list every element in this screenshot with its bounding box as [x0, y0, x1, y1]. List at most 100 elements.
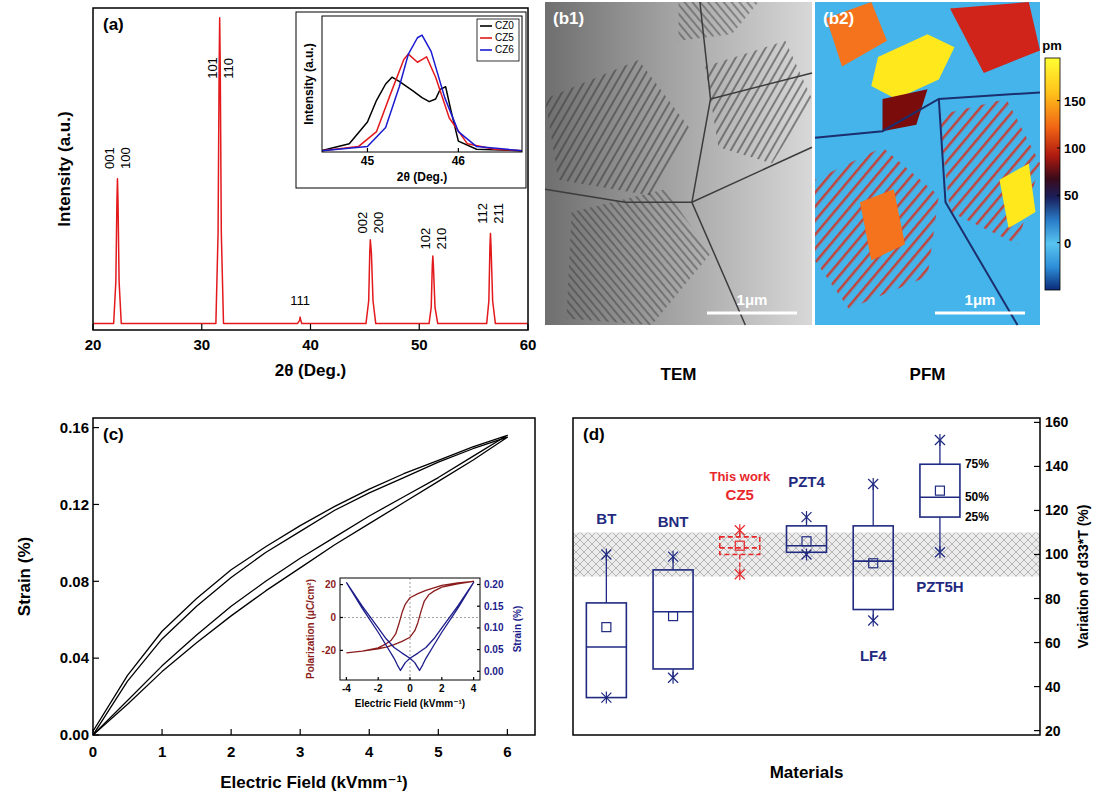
- y-tick: [340, 617, 343, 618]
- grain-boundary: [545, 147, 812, 202]
- panel-label: (a): [103, 15, 124, 34]
- colorbar-tick: [1057, 242, 1060, 243]
- x-tick-label: -2: [374, 683, 383, 694]
- whisker-end: [668, 672, 678, 684]
- marker-stroke: [735, 569, 745, 579]
- x-axis-title: Electric Field (kVmm⁻¹): [355, 698, 465, 709]
- x-tick-label: 20: [85, 336, 102, 353]
- domain-region: [950, 2, 1040, 73]
- peak-label: 002: [355, 212, 370, 234]
- y2-tick: [477, 606, 480, 607]
- domain-region: [1000, 164, 1036, 229]
- y-tick-label: 0: [330, 612, 336, 623]
- x-axis-title: Materials: [770, 763, 844, 782]
- y-tick-label: 60: [1045, 635, 1061, 651]
- x-tick: [458, 148, 459, 152]
- x-tick: [92, 324, 93, 330]
- x-tick: [369, 729, 370, 735]
- marker-stroke: [739, 524, 740, 536]
- annotation: This work: [709, 469, 770, 484]
- peak-label: 200: [371, 212, 386, 234]
- peak-label: 100: [118, 147, 133, 169]
- pfm-image: [815, 2, 1040, 325]
- x-tick: [92, 729, 93, 735]
- y2-tick-label: 0.10: [484, 622, 504, 633]
- whisker-end: [935, 546, 945, 558]
- peak-label: 211: [491, 203, 506, 224]
- x-tick-label: 60: [520, 336, 537, 353]
- mean-marker: [669, 612, 678, 621]
- y-tick: [340, 650, 343, 651]
- box: [853, 526, 893, 610]
- y-tick: [1034, 598, 1040, 599]
- x-tick: [473, 677, 474, 680]
- y-tick-label: 0.00: [60, 726, 89, 743]
- marker-stroke: [873, 478, 874, 490]
- y-tick-label: 120: [1045, 502, 1069, 518]
- whisker-end: [868, 615, 878, 627]
- series-group: [346, 581, 473, 670]
- box: [720, 537, 760, 555]
- legend-swatch: [480, 25, 492, 27]
- series-line: [322, 77, 522, 150]
- marker-stroke: [802, 512, 812, 522]
- x-tick-label: 2: [439, 683, 445, 694]
- peak-label: 102: [418, 228, 433, 250]
- marker-stroke: [802, 549, 812, 559]
- x-tick: [310, 324, 311, 330]
- y2-tick-label: 0.20: [484, 579, 504, 590]
- legend-swatch: [480, 37, 492, 39]
- y-tick: [93, 504, 99, 505]
- y-tick: [93, 427, 99, 428]
- panel-label: (c): [103, 425, 124, 444]
- whisker-end: [668, 551, 678, 563]
- scale-bar: [707, 312, 797, 315]
- x-axis-title: Electric Field (kVmm⁻¹): [220, 773, 408, 792]
- y-tick-label: 160: [1045, 414, 1069, 430]
- whisker-end: [802, 511, 812, 523]
- domain-stripes: [939, 99, 1040, 244]
- marker-stroke: [668, 673, 678, 683]
- mean-marker: [869, 559, 878, 568]
- quantile-label: 50%: [965, 490, 989, 504]
- y-tick-label: 140: [1045, 458, 1069, 474]
- series-line: [346, 582, 473, 670]
- category-label: PZT5H: [916, 578, 964, 595]
- legend-swatch: [480, 49, 492, 51]
- y-tick: [340, 584, 343, 585]
- colorbar-tick: [1057, 147, 1060, 148]
- median: [920, 496, 960, 498]
- y-tick-label: 0.16: [60, 419, 89, 436]
- median: [720, 547, 760, 549]
- marker-stroke: [735, 525, 745, 535]
- y-tick-label: 40: [1045, 679, 1061, 695]
- y-tick-label: -20: [322, 645, 337, 656]
- domain-region: [871, 34, 954, 99]
- x-tick-label: 6: [503, 743, 511, 760]
- whisker-end: [601, 548, 611, 560]
- marker-stroke: [606, 692, 607, 704]
- x-tick: [346, 677, 347, 680]
- box-group: [573, 434, 1040, 704]
- series-group: [93, 435, 507, 735]
- y2-axis-title: Strain (%): [512, 606, 523, 653]
- category-label: CZ5: [726, 486, 754, 503]
- whisker-end: [868, 478, 878, 490]
- whisker-end: [601, 692, 611, 704]
- domain-wall: [939, 99, 1018, 325]
- marker-stroke: [601, 693, 611, 703]
- grain-boundary: [711, 73, 813, 99]
- x-tick: [419, 324, 420, 330]
- x-tick-label: -4: [342, 683, 351, 694]
- x-tick-label: 4: [365, 743, 374, 760]
- y-tick-label: 0.04: [60, 649, 90, 666]
- category-label: PZT4: [788, 473, 825, 490]
- x-tick-label: 1: [158, 743, 166, 760]
- domain-wall: [815, 92, 1040, 137]
- tem-image: [545, 2, 812, 325]
- median: [853, 560, 893, 562]
- marker-stroke: [935, 547, 945, 557]
- grain-boundary: [692, 2, 745, 325]
- colorbar-tick-label: 0: [1064, 236, 1071, 251]
- x-tick: [161, 729, 162, 735]
